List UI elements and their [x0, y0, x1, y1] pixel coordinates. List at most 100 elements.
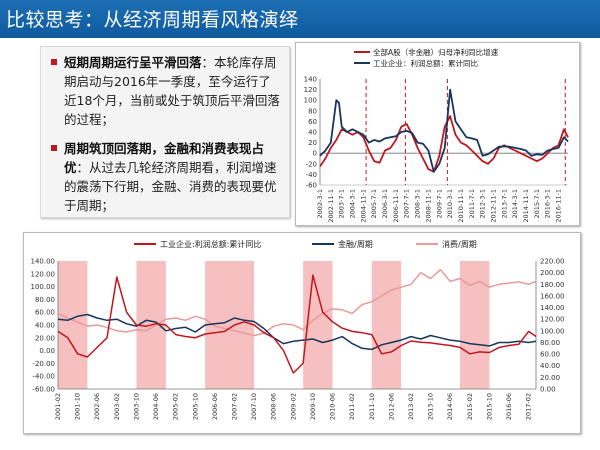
- x-tick-label: 2016-3-1: [544, 189, 552, 219]
- y-tick-label: 20: [308, 139, 317, 147]
- x-tick-label: 2007-02: [230, 393, 238, 420]
- x-tick-label: 2007-10: [250, 393, 258, 420]
- page-title: 比较思考：从经济周期看风格演绎: [6, 9, 299, 31]
- right-y-tick-label: 200.00: [540, 269, 565, 277]
- legend-label: 工业企业：利润总额：累计同比: [373, 58, 478, 68]
- bullet-heading: 周期筑顶回落期，金融和消费表现占优: [64, 141, 265, 175]
- x-tick-label: 2009-10: [309, 393, 317, 420]
- right-y-tick-label: 120.00: [540, 316, 565, 324]
- x-tick-label: 2010-3-1: [446, 189, 454, 219]
- header-bar: 比较思考：从经济周期看风格演绎: [0, 0, 600, 38]
- left-y-tick-label: 60.00: [35, 309, 55, 317]
- bullet-body: ：本轮库存周期启动与2016年一季度，至今运行了近18个月，当前或处于筑顶后平滑…: [64, 55, 280, 127]
- left-y-tick-label: 120.00: [31, 270, 56, 278]
- bullet-body: ：从过去几轮经济周期看，利润增速的震荡下行期，金融、消费的表现要优于周期；: [64, 160, 277, 213]
- series-line: [319, 88, 569, 173]
- x-tick-label: 2003-02: [113, 393, 121, 420]
- x-tick-label: 2008-11-1: [424, 189, 432, 223]
- bullet-item: 短期周期运行呈平滑回落：本轮库存周期启动与2016年一季度，至今运行了近18个月…: [51, 53, 283, 129]
- x-tick-label: 2013-7-1: [500, 189, 508, 219]
- left-y-tick-label: 80.00: [35, 296, 55, 304]
- x-tick-label: 2007-7-1: [403, 189, 411, 219]
- x-tick-label: 2004-06: [152, 393, 160, 420]
- y-tick-label: 60: [308, 118, 317, 126]
- x-tick-label: 2006-11-1: [392, 189, 400, 223]
- x-tick-label: 2013-02: [407, 393, 415, 420]
- x-tick-label: 2011-02: [348, 393, 356, 420]
- right-y-tick-label: 220.00: [540, 258, 565, 266]
- y-tick-label: 140: [304, 76, 317, 84]
- x-tick-label: 2014-06: [446, 393, 454, 420]
- bottom-chart-panel: 工业企业:利润总额:累计同比 金融/周期 消费/周期 -60.00 -40.00 -20.…: [23, 232, 581, 434]
- x-tick-label: 2010-11-1: [457, 189, 465, 223]
- x-tick-label: 2014-11-1: [522, 189, 530, 223]
- y-tick-label: 40: [308, 129, 317, 137]
- y-tick-label: -40: [306, 171, 317, 179]
- y-tick-label: 80: [308, 107, 317, 115]
- x-tick-label: 2006-3-1: [381, 189, 389, 219]
- left-y-tick-label: 40.00: [35, 322, 55, 330]
- left-y-tick-label: 100.00: [31, 283, 56, 291]
- y-tick-label: -60: [306, 182, 317, 190]
- x-tick-label: 2014-3-1: [511, 189, 519, 219]
- left-y-tick-label: 20.00: [35, 334, 55, 342]
- x-tick-label: 2012-11-1: [489, 189, 497, 223]
- x-tick-label: 2002-06: [93, 393, 101, 420]
- left-y-tick-label: -20.00: [32, 360, 55, 368]
- x-tick-label: 2005-10: [191, 393, 199, 420]
- right-y-tick-label: 180.00: [540, 281, 565, 289]
- x-tick-label: 2012-3-1: [479, 189, 487, 219]
- x-tick-label: 2013-10: [427, 393, 435, 420]
- bullet-marker: [51, 145, 57, 151]
- x-tick-label: 2008-06: [270, 393, 278, 420]
- x-tick-label: 2004-3-1: [349, 189, 357, 219]
- x-tick-label: 2011-7-1: [468, 189, 476, 219]
- left-y-tick-label: 0.00: [39, 347, 55, 355]
- x-tick-label: 2003-10: [132, 393, 140, 420]
- top-chart-panel: 全部A股（非金融）归母净利同比增速 工业企业：利润总额：累计同比 -60 -40 -20…: [295, 42, 580, 226]
- x-tick-label: 2005-7-1: [370, 189, 378, 219]
- x-tick-label: 2005-02: [172, 393, 180, 420]
- x-tick-label: 2009-02: [289, 393, 297, 420]
- bullet-item: 周期筑顶回落期，金融和消费表现占优：从过去几轮经济周期看，利润增速的震荡下行期，…: [51, 139, 283, 215]
- legend-label: 工业企业:利润总额:累计同比: [160, 239, 261, 249]
- series-line: [57, 274, 537, 374]
- x-tick-label: 2008-3-1: [414, 189, 422, 219]
- shaded-period: [460, 261, 490, 389]
- x-tick-label: 2002-11-1: [327, 189, 335, 223]
- y-tick-label: 120: [304, 86, 317, 94]
- right-y-tick-label: 60.00: [540, 351, 560, 359]
- x-tick-label: 2001-10: [74, 393, 82, 420]
- bullet-heading: 短期周期运行呈平滑回落: [64, 55, 202, 70]
- x-tick-label: 2006-06: [211, 393, 219, 420]
- right-y-tick-label: 140.00: [540, 304, 565, 312]
- right-y-tick-label: 100.00: [540, 327, 565, 335]
- x-tick-label: 2015-7-1: [533, 189, 541, 219]
- x-tick-label: 2011-10: [368, 393, 376, 420]
- left-y-tick-label: -40.00: [32, 373, 55, 381]
- series-line: [57, 268, 537, 337]
- bullet-marker: [51, 59, 57, 65]
- shaded-period: [58, 261, 88, 389]
- y-tick-label: 100: [304, 97, 317, 105]
- x-tick-label: 2002-3-1: [316, 189, 324, 219]
- x-tick-label: 2016-11-1: [555, 189, 563, 223]
- x-tick-label: 2004-11-1: [359, 189, 367, 223]
- x-tick-label: 2012-06: [387, 393, 395, 420]
- x-tick-label: 2017-02: [525, 393, 533, 420]
- left-y-tick-label: -60.00: [32, 386, 55, 394]
- x-tick-label: 2009-7-1: [435, 189, 443, 219]
- legend-label: 金融/周期: [338, 239, 373, 249]
- x-tick-label: 2015-02: [466, 393, 474, 420]
- legend-label: 全部A股（非金融）归母净利同比增速: [373, 47, 499, 57]
- x-tick-label: 2016-06: [505, 393, 513, 420]
- y-tick-label: -20: [306, 160, 317, 168]
- right-y-tick-label: 80.00: [540, 339, 560, 347]
- right-y-tick-label: 40.00: [540, 362, 560, 370]
- x-tick-label: 2001-02: [54, 393, 62, 420]
- x-tick-label: 2003-7-1: [338, 189, 346, 219]
- right-y-tick-label: 160.00: [540, 292, 565, 300]
- right-y-tick-label: 0.00: [540, 386, 556, 394]
- bottom-line-chart: 工业企业:利润总额:累计同比 金融/周期 消费/周期 -60.00 -40.00 -20.…: [31, 239, 565, 420]
